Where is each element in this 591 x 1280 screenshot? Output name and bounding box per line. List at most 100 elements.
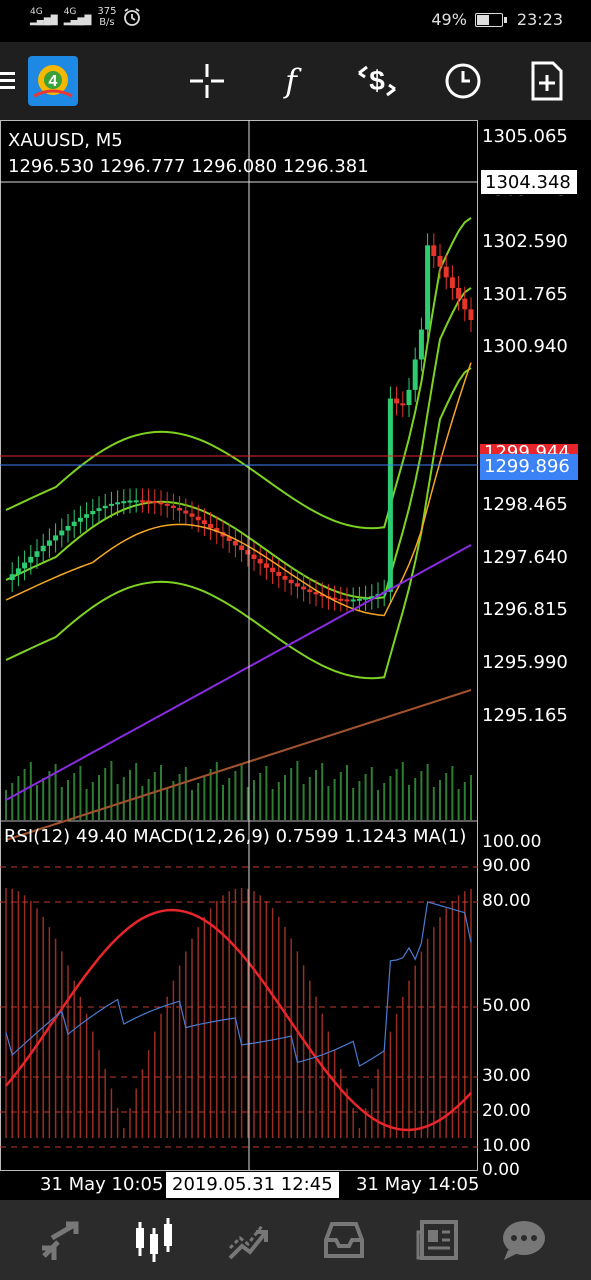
candle-body (133, 500, 139, 503)
status-right: 49% 23:23 (431, 10, 563, 29)
candle-body (40, 545, 46, 552)
crosshair-icon[interactable] (180, 54, 234, 108)
price-tick: 1305.065 (482, 126, 568, 147)
chart-icon[interactable] (128, 1214, 180, 1266)
indicator-label: RSI(12) 49.40 MACD(12,26,9) 0.7599 1.124… (4, 826, 467, 847)
candle-body (46, 540, 52, 546)
chart-area[interactable]: XAUUSD, M5 1296.530 1296.777 1296.080 12… (0, 120, 591, 1200)
candle-body (344, 599, 350, 602)
candle-body (214, 528, 220, 533)
candle-body (96, 508, 102, 512)
candle-body (276, 571, 282, 576)
candle-body (53, 535, 59, 541)
candle-body (301, 586, 307, 590)
ohlc-label: 1296.530 1296.777 1296.080 1296.381 (8, 156, 369, 177)
indicator-level-label: 100.00 (482, 832, 542, 852)
candle-body (418, 329, 424, 360)
trade-icon[interactable]: $ (350, 54, 404, 108)
candle-body (294, 583, 300, 587)
rsi-line (5, 901, 472, 1067)
menu-icon[interactable] (0, 54, 22, 108)
candle-body (425, 245, 431, 330)
candle-body (90, 511, 96, 515)
candle-body (226, 536, 232, 541)
time-label-right: 31 May 14:05 (356, 1174, 480, 1195)
candle-body (164, 503, 170, 506)
news-icon[interactable] (412, 1214, 464, 1266)
candle-body (263, 563, 269, 568)
candle-body (9, 574, 15, 580)
candle-body (146, 500, 152, 503)
status-bar: 4G ▂▄▆█ 4G ▂▄▆█ 375 B/s 49% 23:23 (0, 0, 591, 42)
candle-body (121, 501, 127, 504)
candle-body (307, 589, 313, 593)
signal-indicator-1: 4G ▂▄▆█ (30, 7, 58, 26)
candle-body (350, 599, 356, 602)
alarm-icon (124, 8, 141, 26)
quotes-icon[interactable] (34, 1214, 86, 1266)
candle-body (183, 510, 189, 514)
candle-body (462, 298, 468, 310)
price-chart[interactable] (0, 120, 591, 1200)
bottom-navigation (0, 1200, 591, 1280)
candle-body (251, 554, 257, 560)
candle-body (443, 266, 449, 278)
candle-body (34, 551, 40, 557)
price-tick: 1301.765 (482, 283, 568, 305)
candle-body (170, 505, 176, 508)
signal-indicator-2: 4G ▂▄▆█ (63, 7, 92, 26)
candle-body (239, 545, 245, 550)
metatrader-logo-icon[interactable]: 4 (26, 54, 80, 108)
price-tick: 1295.165 (482, 704, 568, 726)
trade-nav-icon[interactable] (222, 1214, 274, 1266)
moving-average-slow (5, 689, 472, 841)
price-tick: 1302.590 (482, 231, 568, 253)
price-tick: 1295.990 (482, 652, 568, 673)
timeframe-icon[interactable] (436, 54, 490, 108)
indicator-level-label: 30.00 (482, 1066, 531, 1086)
clock: 23:23 (516, 10, 563, 29)
candle-body (158, 502, 164, 505)
candle-body (313, 592, 319, 595)
candle-body (468, 309, 474, 320)
candle-body (338, 598, 344, 601)
candle-body (431, 245, 437, 256)
bollinger-upper (5, 217, 472, 530)
candle-body (332, 597, 338, 600)
candle-body (22, 562, 28, 569)
candle-body (102, 505, 108, 509)
candle-body (232, 540, 238, 546)
symbol-label: XAUUSD, M5 (8, 130, 123, 151)
indicator-level-label: 10.00 (482, 1136, 531, 1156)
candle-body (270, 567, 276, 572)
history-icon[interactable] (318, 1214, 370, 1266)
candle-body (369, 596, 375, 599)
battery-percent: 49% (431, 10, 467, 29)
status-left: 4G ▂▄▆█ 4G ▂▄▆█ 375 B/s (30, 6, 142, 28)
price-tick: 1300.940 (482, 336, 568, 358)
candle-body (59, 530, 65, 536)
candle-body (288, 579, 294, 584)
price-tick: 1296.815 (482, 599, 568, 621)
candle-body (65, 525, 71, 531)
candle-body (77, 517, 83, 522)
candle-body (437, 256, 443, 267)
candle-body (394, 398, 400, 404)
candle-body (319, 594, 325, 597)
indicator-level-label: 90.00 (482, 856, 531, 876)
candle-body (245, 549, 251, 555)
chat-icon[interactable] (498, 1214, 550, 1266)
indicators-icon[interactable]: f (285, 62, 297, 100)
price-tick: 1298.465 (482, 494, 568, 516)
candle-body (406, 389, 412, 406)
price-tick: 1297.640 (482, 546, 568, 568)
candle-body (282, 575, 288, 580)
candle-body (412, 359, 418, 390)
candle-body (28, 556, 34, 563)
candle-body (139, 500, 145, 503)
new-order-icon[interactable] (520, 54, 574, 108)
candle-body (356, 598, 362, 601)
candle-body (201, 520, 207, 525)
indicator-level-label: 80.00 (482, 891, 531, 911)
candle-body (400, 403, 406, 406)
